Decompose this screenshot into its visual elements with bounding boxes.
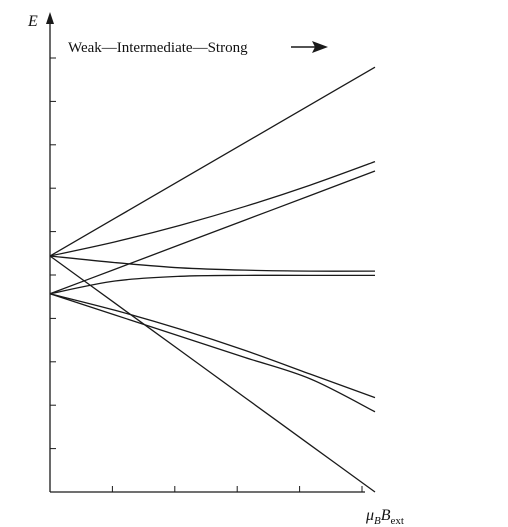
energy-level-line-1 xyxy=(49,66,376,257)
y-axis-ticks xyxy=(50,57,56,450)
regime-arrow-head xyxy=(312,41,328,53)
x-axis-label: μBBext xyxy=(365,507,404,527)
x-axis-label-b: B xyxy=(381,507,391,524)
x-axis-label-sub-ext: ext xyxy=(391,515,404,527)
y-axis-arrowhead xyxy=(46,12,54,24)
energy-level-line-2 xyxy=(49,160,376,257)
regime-annotation: Weak—Intermediate—Strong xyxy=(68,40,248,56)
x-axis-label-sub-b: B xyxy=(374,515,381,527)
energy-level-line-5 xyxy=(49,274,375,295)
y-axis-label: E xyxy=(27,13,38,30)
energy-level-line-8 xyxy=(49,255,376,493)
x-axis-ticks xyxy=(111,486,363,492)
energy-level-line-6 xyxy=(49,293,376,399)
energy-level-line-3 xyxy=(49,170,376,295)
x-axis-label-mu: μ xyxy=(365,507,374,524)
energy-level-lines xyxy=(49,66,376,493)
energy-level-line-4 xyxy=(49,255,376,272)
energy-level-line-7 xyxy=(49,293,376,413)
